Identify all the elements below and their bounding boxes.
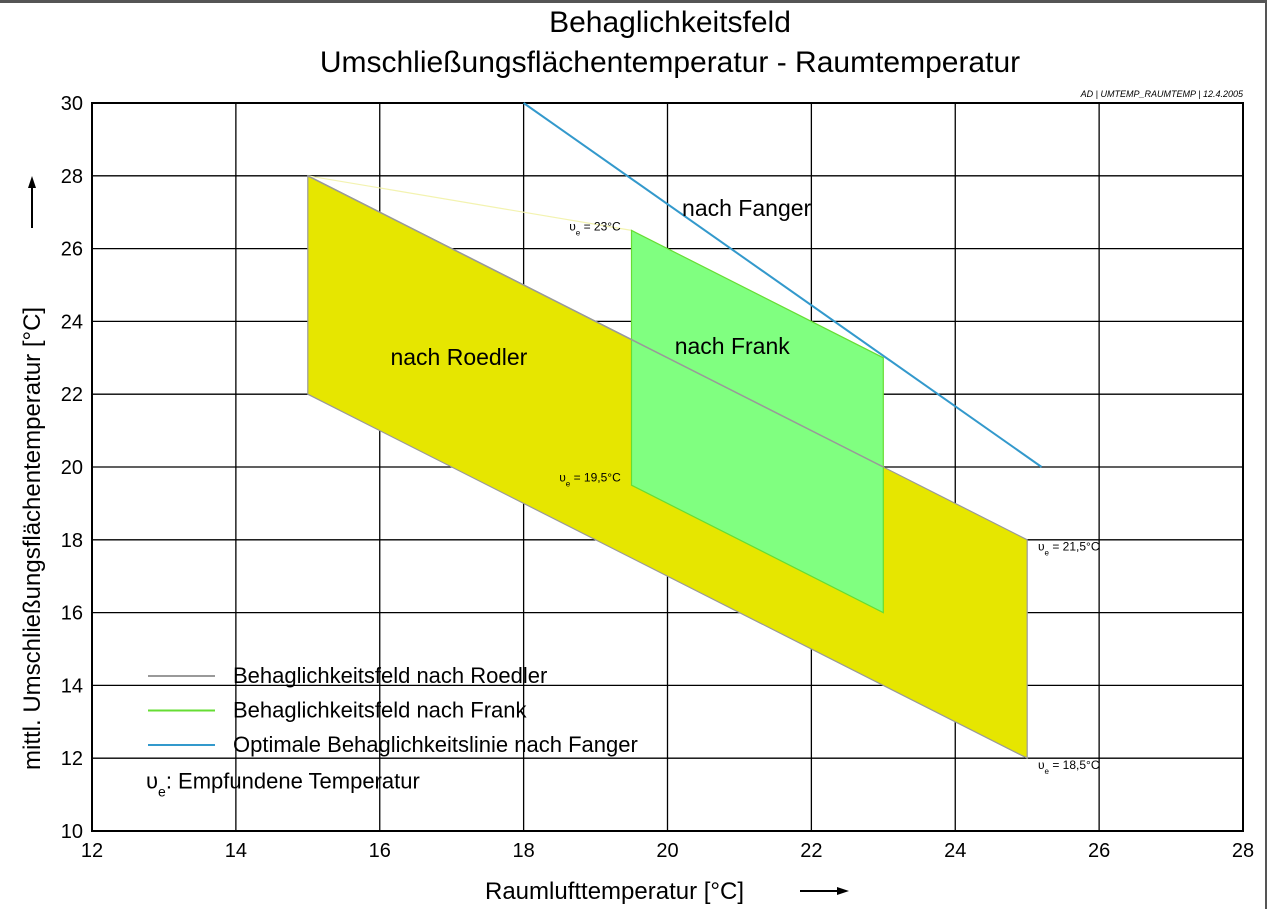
x-tick-label: 14 xyxy=(225,840,247,862)
y-axis-label: mittl. Umschließungsflächentemperatur [°… xyxy=(19,307,46,770)
y-tick-label: 18 xyxy=(61,530,83,552)
y-tick-label: 30 xyxy=(61,93,83,115)
annotations: υe = 23°C υe = 19,5°C υe = 21,5°C υe = 18,5… xyxy=(559,219,1100,775)
frame-top-border xyxy=(0,0,1267,3)
fanger-line xyxy=(523,102,1043,468)
region-labels: nach Roedler nach Frank nach Fanger xyxy=(390,195,811,370)
y-tick-label: 20 xyxy=(61,457,83,479)
y-tick-label: 10 xyxy=(61,821,83,843)
y-tick-label: 24 xyxy=(61,311,83,333)
plot-frame xyxy=(91,102,1244,832)
annotation-label: υe = 23°C xyxy=(569,219,621,237)
x-tick-label: 28 xyxy=(1232,840,1254,862)
x-axis-arrow xyxy=(800,887,849,895)
legend-entry: Optimale Behaglichkeitslinie nach Fanger xyxy=(233,732,638,757)
y-tick-label: 16 xyxy=(61,603,83,625)
annotation-label: υe = 18,5°C xyxy=(1038,758,1100,776)
legend-entry: Behaglichkeitsfeld nach Roedler xyxy=(233,663,547,688)
annotation-label: υe = 19,5°C xyxy=(559,471,621,489)
legend-entry: Behaglichkeitsfeld nach Frank xyxy=(233,698,527,723)
region-label: nach Frank xyxy=(675,333,791,359)
series-layer xyxy=(307,102,1043,760)
legend-note: υe: Empfundene Temperatur xyxy=(146,769,420,800)
y-tick-label: 14 xyxy=(61,675,83,697)
y-tick-label: 22 xyxy=(61,384,83,406)
x-tick-label: 26 xyxy=(1088,840,1110,862)
y-tick-label: 12 xyxy=(61,748,83,770)
y-tick-label: 26 xyxy=(61,239,83,261)
annotation-label: υe = 21,5°C xyxy=(1038,540,1100,558)
roedler-diagonal xyxy=(307,175,884,468)
x-tick-label: 22 xyxy=(800,840,822,862)
frame-right-border xyxy=(1265,0,1267,909)
region-label: nach Roedler xyxy=(390,344,527,370)
x-tick-label: 16 xyxy=(369,840,391,862)
frank-field xyxy=(630,229,884,614)
region-label: nach Fanger xyxy=(682,195,811,221)
x-axis-label: Raumlufttemperatur [°C] xyxy=(485,878,744,905)
y-axis-arrow xyxy=(28,176,36,228)
legend: Behaglichkeitsfeld nach Roedler Behaglich… xyxy=(146,663,638,800)
x-tick-label: 20 xyxy=(656,840,678,862)
chart-title: Behaglichkeitsfeld xyxy=(549,6,791,39)
x-tick-label: 12 xyxy=(81,840,103,862)
y-tick-label: 28 xyxy=(61,166,83,188)
x-tick-label: 24 xyxy=(944,840,966,862)
chart-subtitle: Umschließungsflächentemperatur - Raumtem… xyxy=(320,46,1020,79)
chart-credit: AD | UMTEMP_RAUMTEMP | 12.4.2005 xyxy=(1080,89,1244,99)
roedler-top-connector xyxy=(307,175,632,231)
x-tick-label: 18 xyxy=(513,840,535,862)
